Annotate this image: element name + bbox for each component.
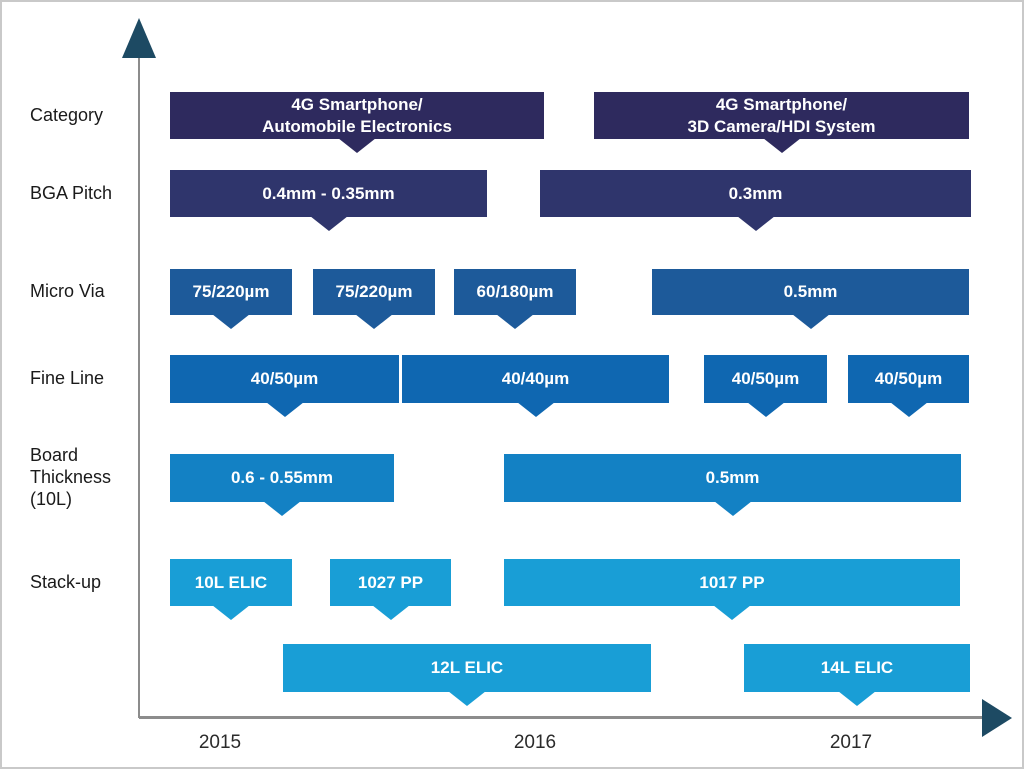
timeline-bar-stackup-5: 14L ELIC	[744, 644, 970, 706]
timeline-bar-fineline-2: 40/40µm	[402, 355, 669, 417]
timeline-bar-category-1: 4G Smartphone/ Automobile Electronics	[170, 92, 544, 153]
bar-tail-pointer	[212, 314, 250, 329]
bar-tail-pointer	[713, 501, 752, 516]
timeline-bar-fineline-3: 40/50µm	[704, 355, 827, 417]
row-label-micro-via: Micro Via	[30, 281, 105, 302]
bar-tail-pointer	[762, 138, 801, 153]
row-label-bga-pitch: BGA Pitch	[30, 182, 113, 203]
timeline-bar-category-2: 4G Smartphone/ 3D Camera/HDI System	[594, 92, 969, 153]
bar-label: 14L ELIC	[820, 658, 894, 678]
x-axis-line	[139, 716, 984, 719]
bar-tail-pointer	[309, 216, 348, 231]
year-tick-2016: 2016	[513, 732, 557, 753]
bar-label: 40/50µm	[731, 369, 800, 389]
bar-label: 1017 PP	[699, 572, 765, 592]
bar-tail-pointer	[212, 605, 250, 620]
bar-tail-pointer	[791, 314, 830, 329]
timeline-bar-bga-1: 0.4mm - 0.35mm	[170, 170, 487, 231]
timeline-bar-bga-2: 0.3mm	[540, 170, 971, 231]
bar-tail-pointer	[746, 402, 785, 417]
bar-label: 0.3mm	[728, 183, 783, 203]
row-label-stack-up: Stack-up	[30, 571, 102, 592]
bar-tail-pointer	[736, 216, 775, 231]
bar-tail-pointer	[889, 402, 928, 417]
bar-tail-pointer	[338, 138, 376, 153]
timeline-bar-microvia-1: 75/220µm	[170, 269, 292, 329]
timeline-bar-stackup-2: 1027 PP	[330, 559, 451, 620]
bar-label: 12L ELIC	[430, 658, 504, 678]
bar-label: 0.6 - 0.55mm	[230, 468, 334, 488]
bar-label: 75/220µm	[192, 282, 270, 302]
bar-tail-pointer	[355, 314, 393, 329]
x-axis-arrow-icon	[982, 699, 1012, 737]
bar-tail-pointer	[263, 501, 301, 516]
timeline-bar-stackup-3: 1017 PP	[504, 559, 960, 620]
timeline-bar-fineline-4: 40/50µm	[848, 355, 969, 417]
bar-tail-pointer	[448, 691, 486, 706]
bar-label: 4G Smartphone/ Automobile Electronics	[262, 95, 452, 136]
bar-label: 4G Smartphone/ 3D Camera/HDI System	[687, 95, 876, 136]
bar-tail-pointer	[371, 605, 410, 620]
bar-label: 40/50µm	[874, 369, 943, 389]
row-label-fine-line: Fine Line	[30, 368, 105, 389]
timeline-bar-microvia-3: 60/180µm	[454, 269, 576, 329]
y-axis-arrow-icon	[122, 18, 156, 58]
timeline-bar-stackup-4: 12L ELIC	[283, 644, 651, 706]
year-tick-2015: 2015	[198, 732, 242, 753]
year-tick-2017: 2017	[829, 732, 873, 753]
bar-label: 40/50µm	[250, 369, 319, 389]
timeline-bar-thickness-1: 0.6 - 0.55mm	[170, 454, 394, 516]
bar-label: 75/220µm	[335, 282, 413, 302]
row-label-category: Category	[30, 104, 104, 125]
bar-tail-pointer	[713, 605, 751, 620]
timeline-bar-microvia-4: 0.5mm	[652, 269, 969, 329]
timeline-bar-microvia-2: 75/220µm	[313, 269, 435, 329]
bar-tail-pointer	[838, 691, 876, 706]
bar-tail-pointer	[265, 402, 304, 417]
bar-label: 0.5mm	[705, 468, 760, 488]
row-label-board-thickness: Board Thickness (10L)	[30, 445, 112, 509]
y-axis-line	[138, 54, 140, 718]
timeline-bar-fineline-1: 40/50µm	[170, 355, 399, 417]
timeline-bar-thickness-2: 0.5mm	[504, 454, 961, 516]
timeline-bar-stackup-1: 10L ELIC	[170, 559, 292, 620]
bar-label: 10L ELIC	[194, 572, 268, 592]
bar-label: 1027 PP	[357, 572, 424, 592]
bar-label: 0.4mm - 0.35mm	[262, 183, 395, 203]
bar-tail-pointer	[496, 314, 534, 329]
bar-label: 0.5mm	[783, 282, 838, 302]
bar-tail-pointer	[516, 402, 555, 417]
bar-label: 40/40µm	[501, 369, 570, 389]
bar-label: 60/180µm	[476, 282, 554, 302]
